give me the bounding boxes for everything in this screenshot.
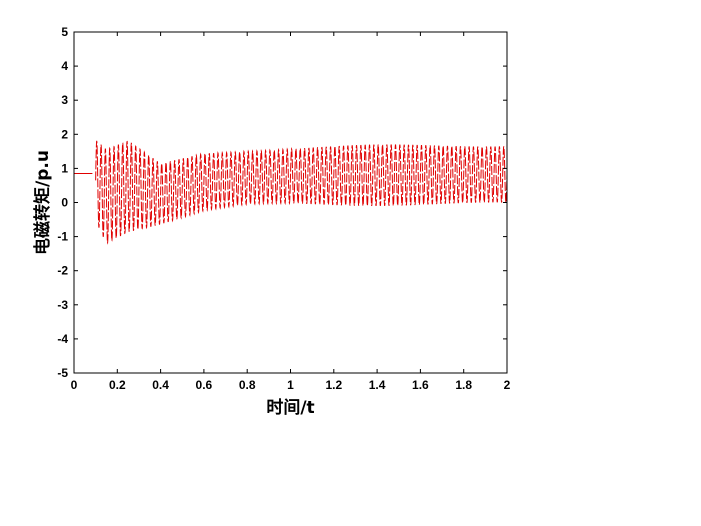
x-axis-title: 时间/t (266, 397, 314, 418)
y-tick-label: 4 (61, 59, 68, 73)
x-tick-label: 1.6 (412, 378, 429, 392)
y-axis-title: 电磁转矩/p.u (32, 150, 53, 255)
x-axis-ticks: 0 0.2 0.4 0.6 0.8 1 1.2 1.4 1.6 1.8 2 (71, 32, 511, 392)
x-tick-label: 1 (287, 378, 294, 392)
y-tick-label: -3 (57, 298, 68, 312)
x-tick-label: 0.6 (196, 378, 213, 392)
y-tick-label: 0 (61, 196, 68, 210)
y-tick-label: 5 (61, 25, 68, 39)
series-line (95, 140, 508, 245)
series-layer (74, 140, 508, 245)
y-tick-label: -1 (57, 230, 68, 244)
x-tick-label: 0.8 (239, 378, 256, 392)
y-tick-label: -5 (57, 366, 68, 380)
x-tick-label: 1.2 (325, 378, 342, 392)
plot-background (74, 32, 507, 373)
y-axis-ticks: 5 4 3 2 1 0 -1 -2 -3 -4 -5 (57, 25, 507, 380)
x-tick-label: 0 (71, 378, 78, 392)
x-tick-label: 0.4 (152, 378, 169, 392)
x-tick-label: 0.2 (109, 378, 126, 392)
y-tick-label: -4 (57, 332, 68, 346)
y-tick-label: -2 (57, 264, 68, 278)
y-tick-label: 1 (61, 161, 68, 175)
x-tick-label: 2 (504, 378, 511, 392)
y-tick-label: 3 (61, 93, 68, 107)
x-tick-label: 1.4 (369, 378, 386, 392)
x-tick-label: 1.8 (455, 378, 472, 392)
y-tick-label: 2 (61, 127, 68, 141)
